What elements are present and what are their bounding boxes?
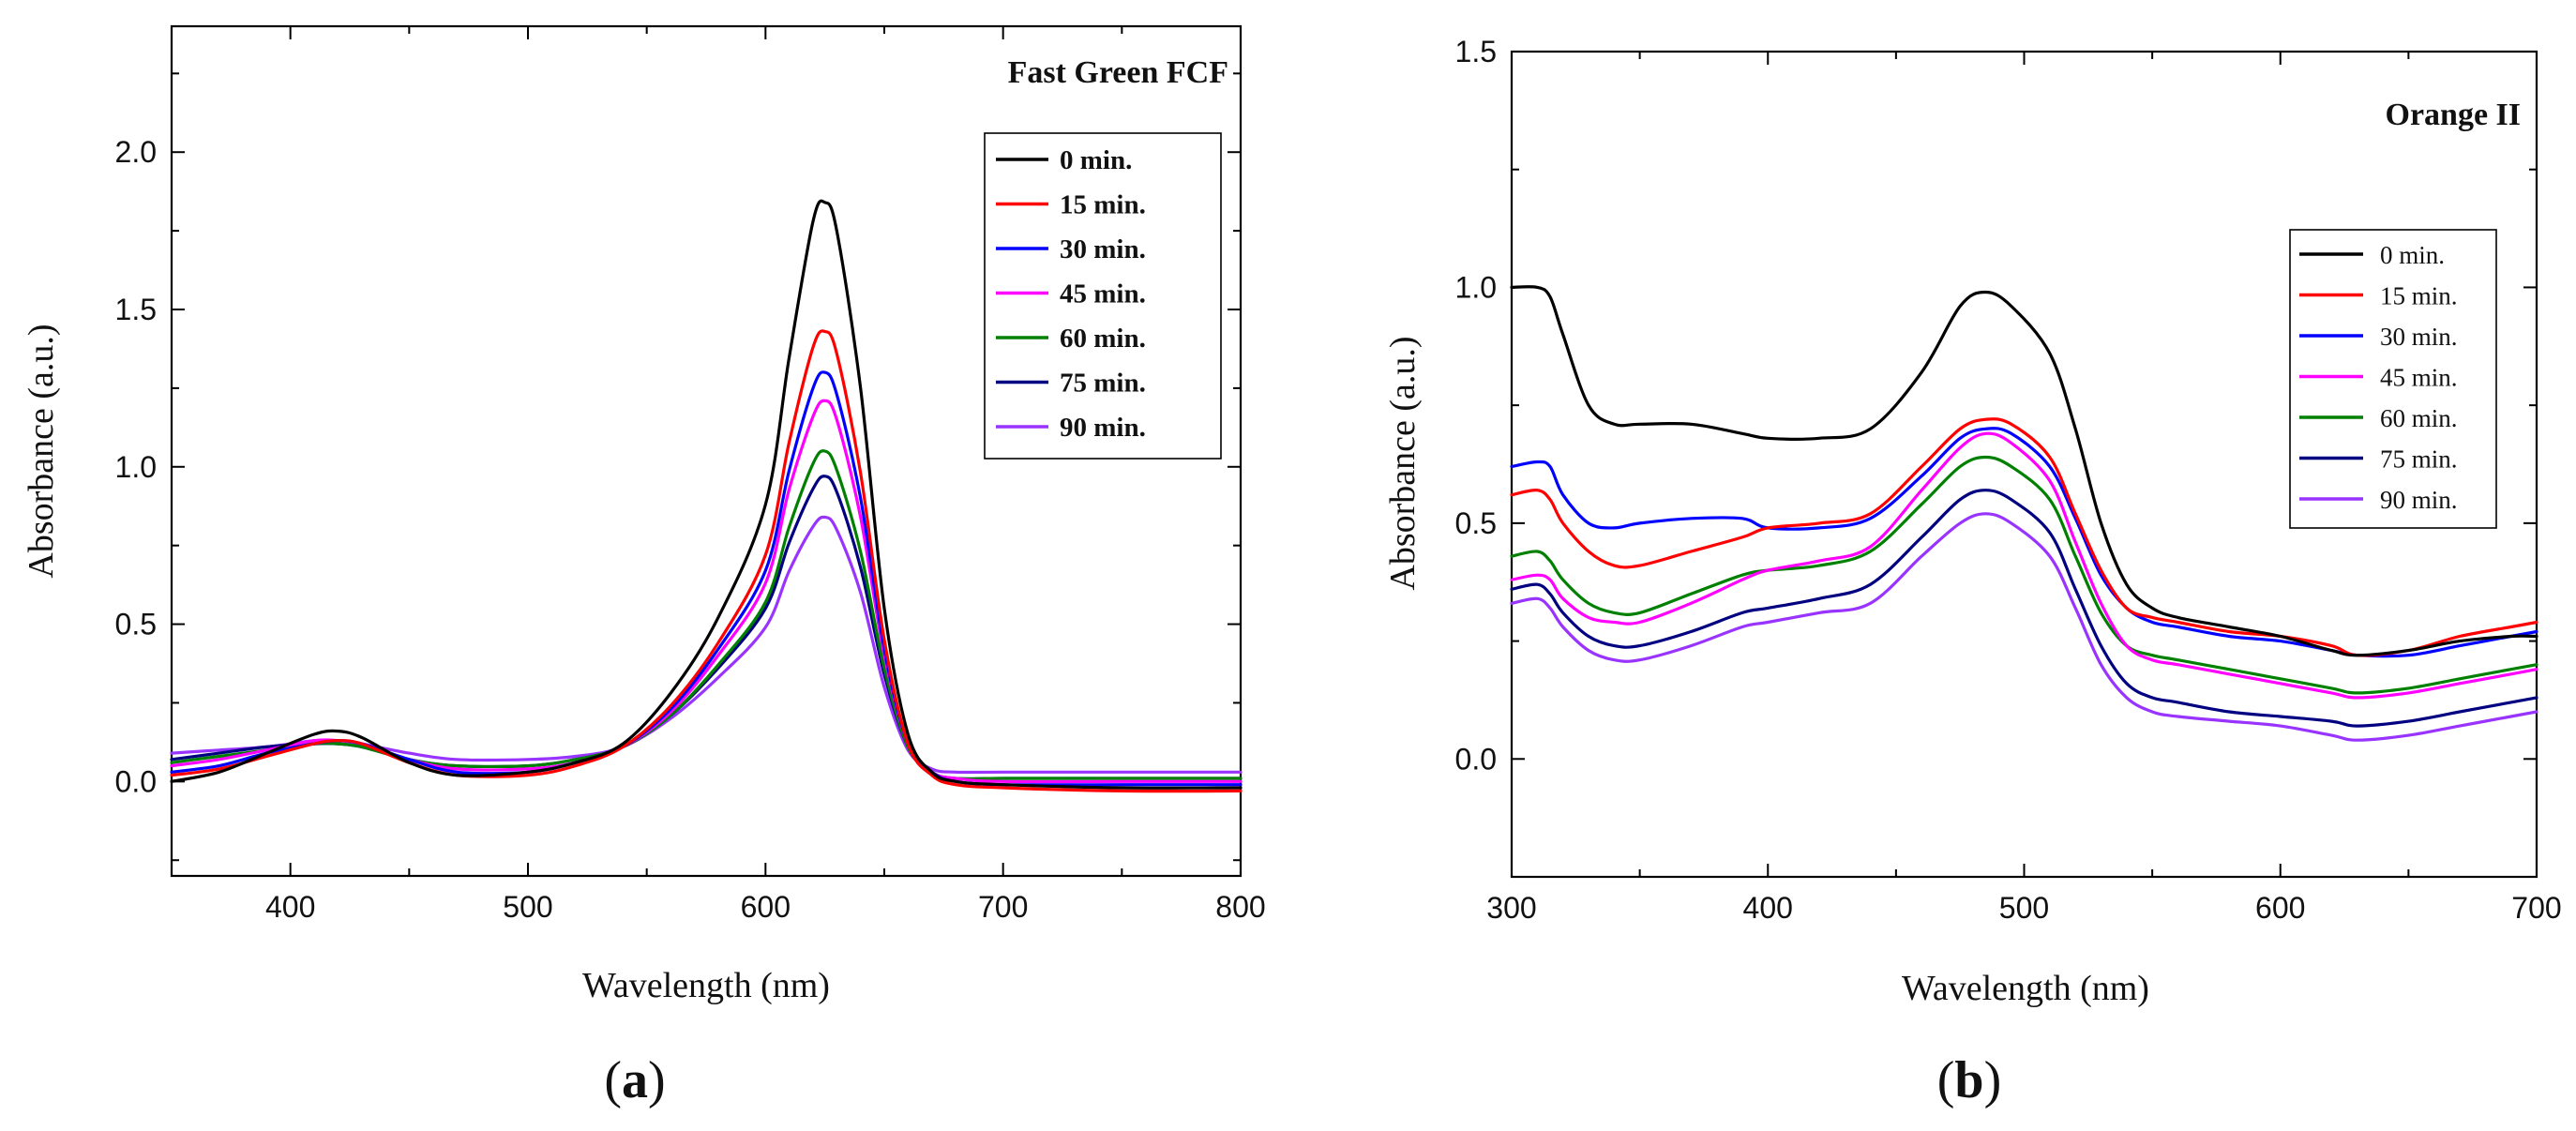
legend-label: 30 min. [1060, 234, 1146, 264]
x-tick-label: 400 [1743, 891, 1793, 925]
x-tick-label: 500 [503, 890, 552, 924]
legend-label: 30 min. [2380, 323, 2458, 351]
x-tick-label: 600 [741, 890, 791, 924]
series-line [1510, 285, 2538, 657]
chart-b-legend-box [2289, 229, 2497, 529]
chart-a-y-axis-title: Absorbance (a.u.) [22, 324, 61, 578]
legend-label: 75 min. [2380, 445, 2458, 474]
y-tick-label: 0.5 [1455, 506, 1497, 540]
panel-label-b: (b) [1937, 1051, 2001, 1109]
x-tick-label: 700 [2511, 891, 2561, 925]
legend-label: 60 min. [1060, 324, 1146, 354]
x-tick-label: 700 [978, 890, 1028, 924]
series-line [1510, 455, 2538, 695]
series-line [1510, 431, 2538, 700]
legend-label: 90 min. [2380, 486, 2458, 514]
panel-label-a: (a) [604, 1051, 665, 1109]
legend-label: 15 min. [2380, 282, 2458, 310]
chart-a-series [170, 199, 1243, 793]
legend-label: 45 min. [1060, 279, 1146, 309]
series-line [170, 515, 1243, 775]
y-tick-label: 1.5 [1455, 35, 1497, 68]
legend-label: 0 min. [2380, 241, 2445, 269]
chart-a-legend: 0 min. 15 min. 30 min. 45 min. 60 min. 75 min… [984, 132, 1222, 460]
x-tick-label: 500 [1999, 891, 2049, 925]
y-tick-label: 0.0 [1455, 742, 1497, 776]
y-tick-label: 0.0 [115, 764, 157, 798]
chart-b-ticks: 300 400 500 600 700 0.0 0.5 1.0 1.5 [1455, 35, 2562, 925]
chart-b-legend: 0 min. 15 min. 30 min. 45 min. 60 min. 75 min… [2289, 229, 2497, 529]
legend-label: 0 min. [1060, 145, 1132, 175]
legend-label: 75 min. [1060, 369, 1146, 399]
legend-label: 90 min. [1060, 413, 1146, 443]
series-line [170, 475, 1243, 781]
series-line [1510, 512, 2538, 742]
series-line [170, 329, 1243, 793]
y-tick-label: 1.0 [1455, 270, 1497, 304]
x-tick-label: 300 [1486, 891, 1536, 925]
legend-label: 45 min. [2380, 364, 2458, 392]
y-tick-label: 0.5 [115, 608, 157, 641]
legend-label: 60 min. [2380, 404, 2458, 432]
y-tick-label: 1.0 [115, 450, 157, 484]
legend-label: 15 min. [1060, 190, 1146, 220]
series-line [1510, 489, 2538, 728]
chart-b-title: Orange II [2386, 98, 2522, 132]
chart-a-x-axis-title: Wavelength (nm) [582, 966, 830, 1005]
chart-a-legend-box [984, 132, 1222, 460]
x-tick-label: 800 [1215, 890, 1265, 924]
chart-a-frame [170, 24, 1243, 878]
series-line [1510, 417, 2538, 657]
y-tick-label: 2.0 [115, 135, 157, 169]
chart-b-y-axis-title: Absorbance (a.u.) [1383, 336, 1423, 590]
y-tick-label: 1.5 [115, 293, 157, 326]
x-tick-label: 600 [2255, 891, 2305, 925]
chart-a-ticks: 400 500 600 700 800 0.0 0.5 1.0 1.5 2.0 [115, 26, 1266, 924]
chart-b: 300 400 500 600 700 0.0 0.5 1.0 1.5 Orange II Wa… [1383, 35, 2562, 1008]
chart-b-series [1510, 285, 2538, 742]
chart-b-x-axis-title: Wavelength (nm) [1902, 969, 2149, 1008]
chart-a-title: Fast Green FCF [1008, 55, 1228, 90]
chart-a: 400 500 600 700 800 0.0 0.5 1.0 1.5 2.0 Fast Gree… [22, 24, 1266, 1005]
x-tick-label: 400 [265, 890, 315, 924]
series-line [170, 199, 1243, 790]
